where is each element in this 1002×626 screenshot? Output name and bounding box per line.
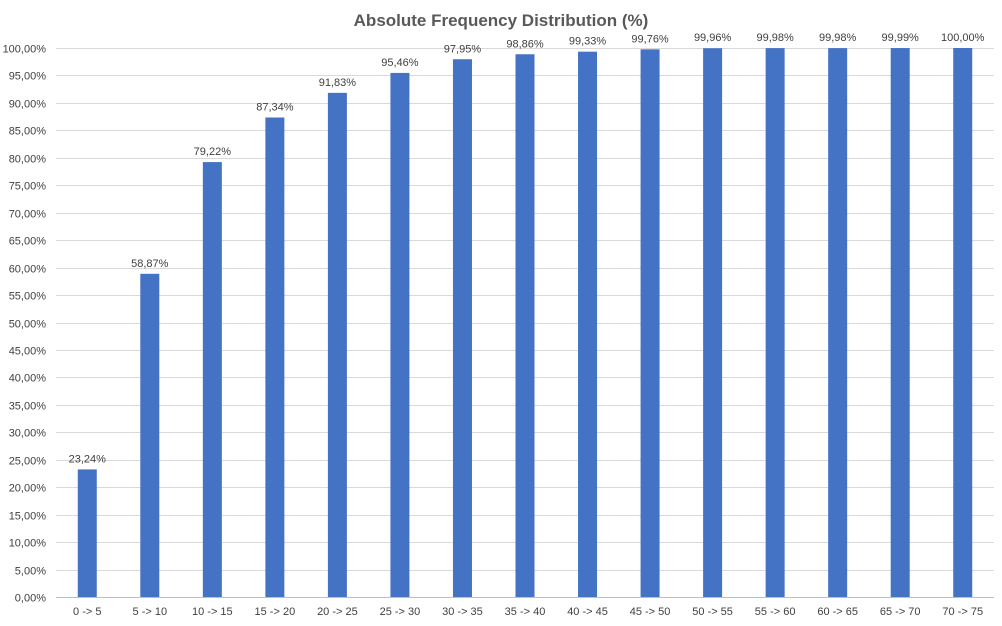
data-label: 100,00% — [941, 32, 985, 44]
x-tick-label: 60 -> 65 — [817, 606, 858, 618]
bar — [327, 92, 347, 597]
x-tick-label: 0 -> 5 — [73, 606, 101, 618]
x-tick-label: 45 -> 50 — [630, 606, 671, 618]
bar — [265, 117, 285, 597]
y-tick-label: 0,00% — [15, 593, 46, 605]
y-tick-label: 15,00% — [9, 511, 47, 523]
x-tick-label: 5 -> 10 — [133, 606, 168, 618]
x-tick-label: 70 -> 75 — [942, 606, 983, 618]
bar — [765, 48, 785, 597]
bar — [828, 48, 848, 597]
x-tick-label: 10 -> 15 — [192, 606, 233, 618]
bar — [640, 49, 660, 597]
y-tick-label: 95,00% — [9, 71, 47, 83]
y-tick-label: 35,00% — [9, 401, 47, 413]
y-tick-label: 80,00% — [9, 154, 47, 166]
y-tick-label: 75,00% — [9, 181, 47, 193]
data-label: 98,86% — [506, 38, 544, 50]
x-tick-label: 40 -> 45 — [567, 606, 608, 618]
x-tick-label: 20 -> 25 — [317, 606, 358, 618]
data-label: 99,98% — [756, 32, 794, 44]
x-tick-label: 55 -> 60 — [755, 606, 796, 618]
y-tick-label: 40,00% — [9, 373, 47, 385]
data-label: 87,34% — [256, 102, 294, 114]
y-tick-label: 60,00% — [9, 264, 47, 276]
data-label: 97,95% — [444, 43, 482, 55]
x-tick-label: 35 -> 40 — [505, 606, 546, 618]
y-tick-label: 70,00% — [9, 209, 47, 221]
data-label: 99,99% — [882, 32, 920, 44]
bar — [953, 48, 973, 597]
y-tick-label: 55,00% — [9, 291, 47, 303]
bar — [202, 162, 222, 597]
bar — [703, 48, 723, 597]
y-tick-label: 30,00% — [9, 428, 47, 440]
y-tick-label: 20,00% — [9, 483, 47, 495]
bar — [578, 51, 598, 598]
bar — [140, 273, 160, 597]
y-tick-label: 50,00% — [9, 319, 47, 331]
data-label: 79,22% — [194, 146, 232, 158]
data-label: 99,96% — [694, 32, 732, 44]
bar — [452, 59, 472, 597]
data-label: 99,76% — [631, 33, 669, 45]
data-label: 91,83% — [319, 77, 357, 89]
x-tick-label: 30 -> 35 — [442, 606, 483, 618]
y-tick-label: 10,00% — [9, 538, 47, 550]
data-label: 99,98% — [819, 32, 857, 44]
y-tick-label: 25,00% — [9, 456, 47, 468]
x-tick-label: 65 -> 70 — [880, 606, 921, 618]
y-tick-label: 90,00% — [9, 99, 47, 111]
x-tick-label: 50 -> 55 — [692, 606, 733, 618]
bar — [890, 48, 910, 597]
bar — [390, 72, 410, 597]
data-label: 95,46% — [381, 57, 419, 69]
y-tick-label: 100,00% — [3, 44, 47, 56]
x-tick-label: 15 -> 20 — [255, 606, 296, 618]
y-tick-label: 65,00% — [9, 236, 47, 248]
y-tick-label: 5,00% — [15, 566, 46, 578]
data-label: 58,87% — [131, 258, 169, 270]
y-tick-label: 85,00% — [9, 126, 47, 138]
data-labels: 23,24% 58,87% 79,22% 87,34% 91,83% 95,46% 97,9… — [69, 32, 985, 465]
chart-title: Absolute Frequency Distribution (%) — [354, 11, 649, 30]
x-tick-label: 25 -> 30 — [380, 606, 421, 618]
x-axis-tick-labels: 0 -> 5 5 -> 10 10 -> 15 15 -> 20 20 -> 25 25 … — [73, 606, 983, 618]
data-label: 23,24% — [69, 453, 107, 465]
bars — [77, 48, 973, 598]
y-tick-label: 45,00% — [9, 346, 47, 358]
data-label: 99,33% — [569, 36, 607, 48]
y-axis-tick-labels: 0,00% 5,00% 10,00% 15,00% 20,00% 25,00% 30,00%… — [3, 44, 47, 605]
bar — [77, 469, 97, 597]
bar — [515, 54, 535, 597]
